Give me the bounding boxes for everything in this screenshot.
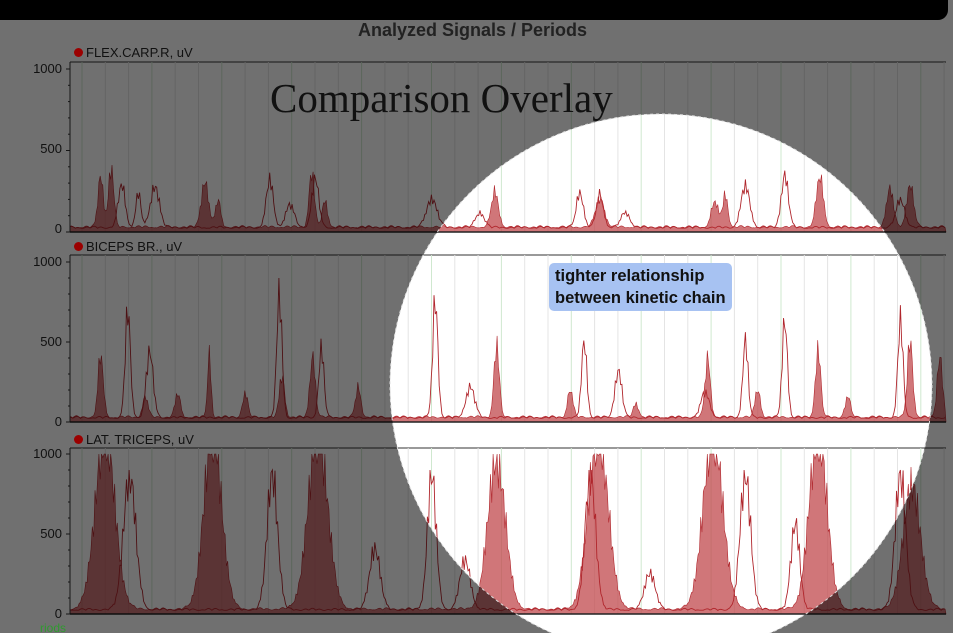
channel-label-biceps: BICEPS BR., uV [74, 239, 182, 254]
channel-marker-icon [74, 242, 83, 251]
channel-name: FLEX.CARP.R, uV [86, 45, 193, 60]
channel-name: LAT. TRICEPS, uV [86, 432, 194, 447]
filled-series [69, 164, 947, 233]
y-tick: 1000 [33, 254, 62, 269]
window-top-bar [0, 0, 948, 20]
y-tick: 0 [54, 414, 62, 429]
filled-series [69, 335, 947, 423]
channel-name: BICEPS BR., uV [86, 239, 183, 254]
channel-marker-icon [74, 48, 83, 57]
y-tick: 1000 [33, 446, 62, 461]
y-tick: 0 [54, 606, 62, 621]
channel-label-triceps: LAT. TRICEPS, uV [74, 432, 194, 447]
channel-marker-icon [74, 435, 83, 444]
note-line: between kinetic chain [555, 289, 726, 307]
note-line: tighter relationship [555, 267, 705, 285]
overlay-title: Comparison Overlay [270, 75, 613, 121]
y-tick: 1000 [33, 61, 62, 76]
y-tick: 500 [40, 141, 62, 156]
y-tick: 500 [40, 334, 62, 349]
filled-series [69, 453, 947, 615]
annotation-note: tighter relationship between kinetic chai… [549, 263, 732, 311]
chart-title: Analyzed Signals / Periods [357, 20, 588, 40]
channel-label-flex: FLEX.CARP.R, uV [74, 45, 193, 60]
y-tick: 0 [54, 221, 62, 236]
y-tick: 500 [40, 526, 62, 541]
